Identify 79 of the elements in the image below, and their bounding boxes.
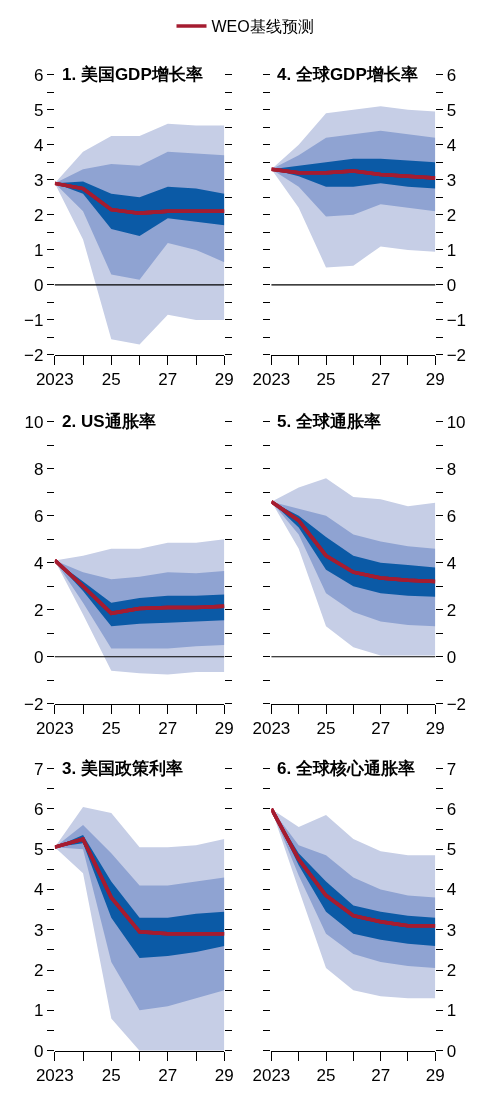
y2-tick-label: 5 xyxy=(446,100,457,120)
y-tick-label: 10 xyxy=(24,412,44,432)
y2-tick-label: 1 xyxy=(446,240,457,260)
x-tick-label: 27 xyxy=(371,370,391,390)
y-tick-label: 6 xyxy=(33,65,44,85)
y2-tick-label: 4 xyxy=(446,135,457,155)
x-tick-label: 25 xyxy=(101,719,121,739)
y-tick-label: 5 xyxy=(33,100,44,120)
y-tick-label: 2 xyxy=(33,961,44,981)
y-tick-label: 8 xyxy=(33,459,44,479)
y2-tick-label: 8 xyxy=(446,459,457,479)
y-tick-label: 0 xyxy=(33,647,44,667)
y2-tick-label: 2 xyxy=(446,961,457,981)
x-tick-label: 29 xyxy=(425,719,445,739)
y-tick-label: 1 xyxy=(33,1001,44,1021)
y2-tick-label: 1 xyxy=(446,1001,457,1021)
y-tick-label: 0 xyxy=(33,275,44,295)
y2-tick-label: 0 xyxy=(446,647,457,667)
y2-tick-label: 6 xyxy=(446,65,457,85)
y-tick-label: 3 xyxy=(33,920,44,940)
y2-tick-label: 2 xyxy=(446,205,457,225)
y2-tick-label: 2 xyxy=(446,600,457,620)
y2-tick-label: 3 xyxy=(446,920,457,940)
x-tick-label: 29 xyxy=(214,719,234,739)
x-tick-label: 2023 xyxy=(35,370,74,390)
y-tick-label: 3 xyxy=(33,170,44,190)
y2-tick-label: 0 xyxy=(446,275,457,295)
y2-tick-label: 6 xyxy=(446,799,457,819)
x-tick-label: 25 xyxy=(316,1066,336,1086)
y-tick-label: 4 xyxy=(33,553,44,573)
x-tick-label: 2023 xyxy=(35,719,74,739)
y-tick-label: 1 xyxy=(33,240,44,260)
y2-tick-label: −2 xyxy=(446,694,467,714)
y-tick-label: 4 xyxy=(33,135,44,155)
y-tick-label: 2 xyxy=(33,600,44,620)
x-tick-label: 25 xyxy=(316,719,336,739)
y-tick-label: 7 xyxy=(33,759,44,779)
x-tick-label: 25 xyxy=(101,370,121,390)
chart-title: 3. 美国政策利率 xyxy=(62,759,183,778)
x-tick-label: 29 xyxy=(425,1066,445,1086)
x-tick-label: 27 xyxy=(371,1066,391,1086)
x-tick-label: 27 xyxy=(158,719,178,739)
y2-tick-label: 0 xyxy=(446,1041,457,1061)
x-tick-label: 29 xyxy=(425,370,445,390)
chart-title: 2. US通胀率 xyxy=(62,412,156,431)
y-tick-label: 4 xyxy=(33,880,44,900)
y2-tick-label: 4 xyxy=(446,553,457,573)
chart-title: 5. 全球通胀率 xyxy=(277,412,381,431)
x-tick-label: 29 xyxy=(214,1066,234,1086)
y2-tick-label: 5 xyxy=(446,840,457,860)
y2-tick-label: 10 xyxy=(446,412,466,432)
y-tick-label: 6 xyxy=(33,799,44,819)
x-tick-label: 25 xyxy=(316,370,336,390)
y2-tick-label: 4 xyxy=(446,880,457,900)
y-tick-label: 5 xyxy=(33,840,44,860)
y-tick-label: −1 xyxy=(24,310,44,330)
y2-tick-label: −1 xyxy=(446,310,467,330)
x-tick-label: 2023 xyxy=(35,1066,74,1086)
chart-title: 4. 全球GDP增长率 xyxy=(277,65,418,84)
y-tick-label: 0 xyxy=(33,1041,44,1061)
y2-tick-label: 3 xyxy=(446,170,457,190)
x-tick-label: 27 xyxy=(371,719,391,739)
chart-title: 6. 全球核心通胀率 xyxy=(277,759,415,778)
x-tick-label: 27 xyxy=(158,1066,178,1086)
y-tick-label: −2 xyxy=(24,694,44,714)
x-tick-label: 2023 xyxy=(252,719,291,739)
y-tick-label: 6 xyxy=(33,506,44,526)
x-tick-label: 25 xyxy=(101,1066,121,1086)
y2-tick-label: −2 xyxy=(446,345,467,365)
y-tick-label: −2 xyxy=(24,345,44,365)
y2-tick-label: 6 xyxy=(446,506,457,526)
legend-label: WEO基线预测 xyxy=(211,18,314,36)
x-tick-label: 27 xyxy=(158,370,178,390)
x-tick-label: 2023 xyxy=(252,1066,291,1086)
x-tick-label: 2023 xyxy=(252,370,291,390)
y-tick-label: 2 xyxy=(33,205,44,225)
chart-title: 1. 美国GDP增长率 xyxy=(62,65,203,84)
y2-tick-label: 7 xyxy=(446,759,457,779)
x-tick-label: 29 xyxy=(214,370,234,390)
